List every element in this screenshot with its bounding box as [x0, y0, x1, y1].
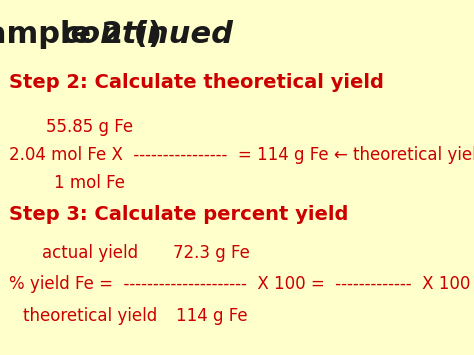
Text: 2.04 mol Fe X  ----------------  = 114 g Fe ← theoretical yield: 2.04 mol Fe X ---------------- = 114 g F… — [9, 146, 474, 164]
Text: ): ) — [148, 20, 162, 49]
Text: 114 g Fe: 114 g Fe — [176, 307, 247, 325]
Text: theoretical yield: theoretical yield — [23, 307, 157, 325]
Text: Step 2: Calculate theoretical yield: Step 2: Calculate theoretical yield — [9, 73, 383, 92]
Text: Step 3: Calculate percent yield: Step 3: Calculate percent yield — [9, 206, 348, 224]
Text: 1 mol Fe: 1 mol Fe — [55, 174, 125, 192]
Text: actual yield: actual yield — [42, 244, 138, 262]
Text: continued: continued — [62, 20, 234, 49]
Text: 72.3 g Fe: 72.3 g Fe — [173, 244, 250, 262]
Text: Sample 2 (: Sample 2 ( — [0, 20, 148, 49]
Text: % yield Fe =  ---------------------  X 100 =  -------------  X 100 = 63.4%: % yield Fe = --------------------- X 100… — [9, 275, 474, 293]
Text: 55.85 g Fe: 55.85 g Fe — [46, 118, 133, 136]
